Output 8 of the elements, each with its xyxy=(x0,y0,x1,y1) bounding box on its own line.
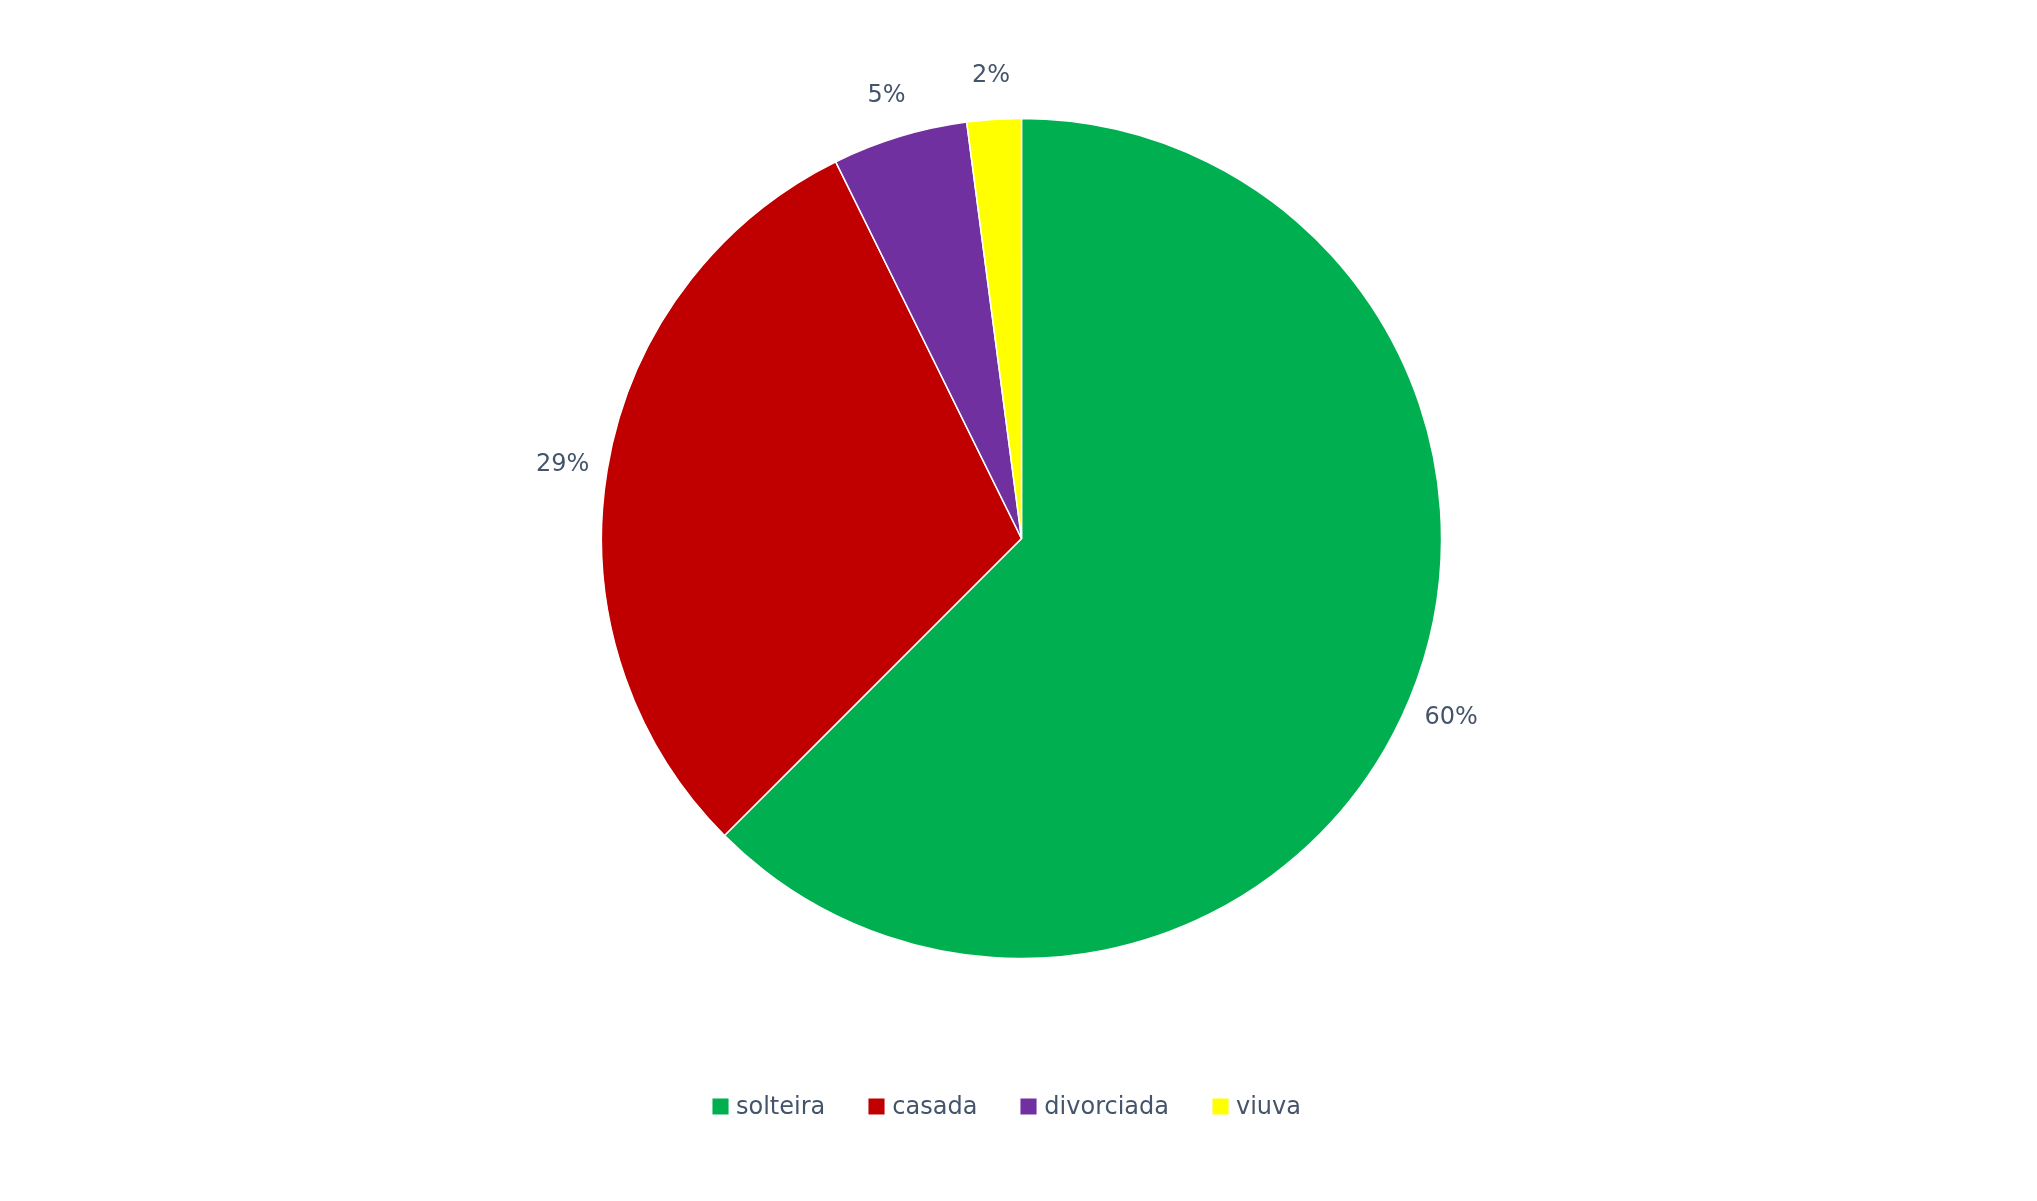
data-label: 29% xyxy=(536,448,590,477)
legend-label: viuva xyxy=(1235,1092,1301,1120)
data-label: 60% xyxy=(1424,702,1478,731)
data-label: 2% xyxy=(972,60,1011,89)
legend-label: divorciada xyxy=(1044,1092,1169,1120)
legend-label: solteira xyxy=(736,1092,826,1120)
data-label: 5% xyxy=(867,79,906,108)
legend-label: casada xyxy=(892,1092,978,1120)
